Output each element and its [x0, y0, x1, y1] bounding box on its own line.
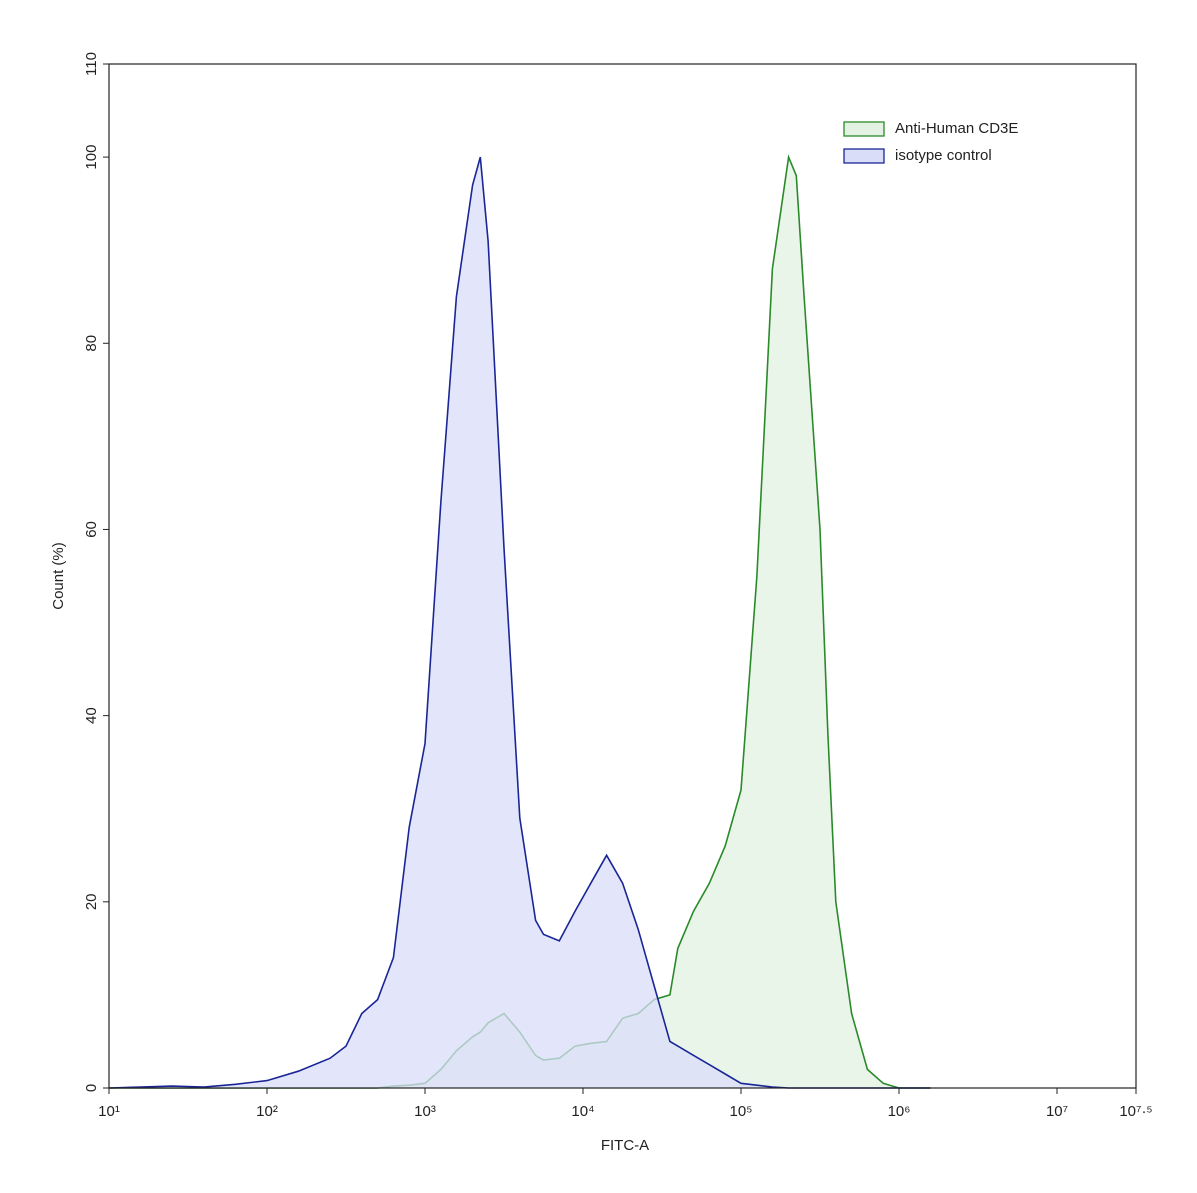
x-tick-label: 10² [256, 1103, 278, 1120]
legend-swatch [843, 121, 885, 137]
y-tick-label: 60 [83, 521, 100, 538]
legend-swatch [843, 148, 885, 164]
x-tick-label: 10⁷·⁵ [1119, 1103, 1152, 1120]
y-tick-label: 40 [83, 707, 100, 724]
y-tick-label: 100 [83, 145, 100, 170]
y-tick-label: 0 [83, 1084, 100, 1092]
x-tick-label: 10⁵ [730, 1103, 753, 1120]
x-tick-label: 10³ [414, 1103, 436, 1120]
y-tick-label: 20 [83, 893, 100, 910]
y-tick-label: 110 [83, 52, 100, 76]
x-axis-title: FITC-A [601, 1137, 649, 1154]
x-tick-label: 10⁷ [1046, 1103, 1068, 1120]
legend-label: isotype control [895, 147, 992, 164]
area-fill [109, 157, 931, 1089]
x-tick-label: 10¹ [98, 1103, 120, 1120]
legend-label: Anti-Human CD3E [895, 120, 1018, 137]
y-tick-label: 80 [83, 335, 100, 352]
x-tick-label: 10⁶ [888, 1103, 911, 1120]
plot-frame [108, 63, 1137, 1089]
x-tick-label: 10⁴ [571, 1103, 594, 1120]
y-axis-title: Count (%) [50, 542, 67, 610]
area-fill [109, 157, 931, 1089]
